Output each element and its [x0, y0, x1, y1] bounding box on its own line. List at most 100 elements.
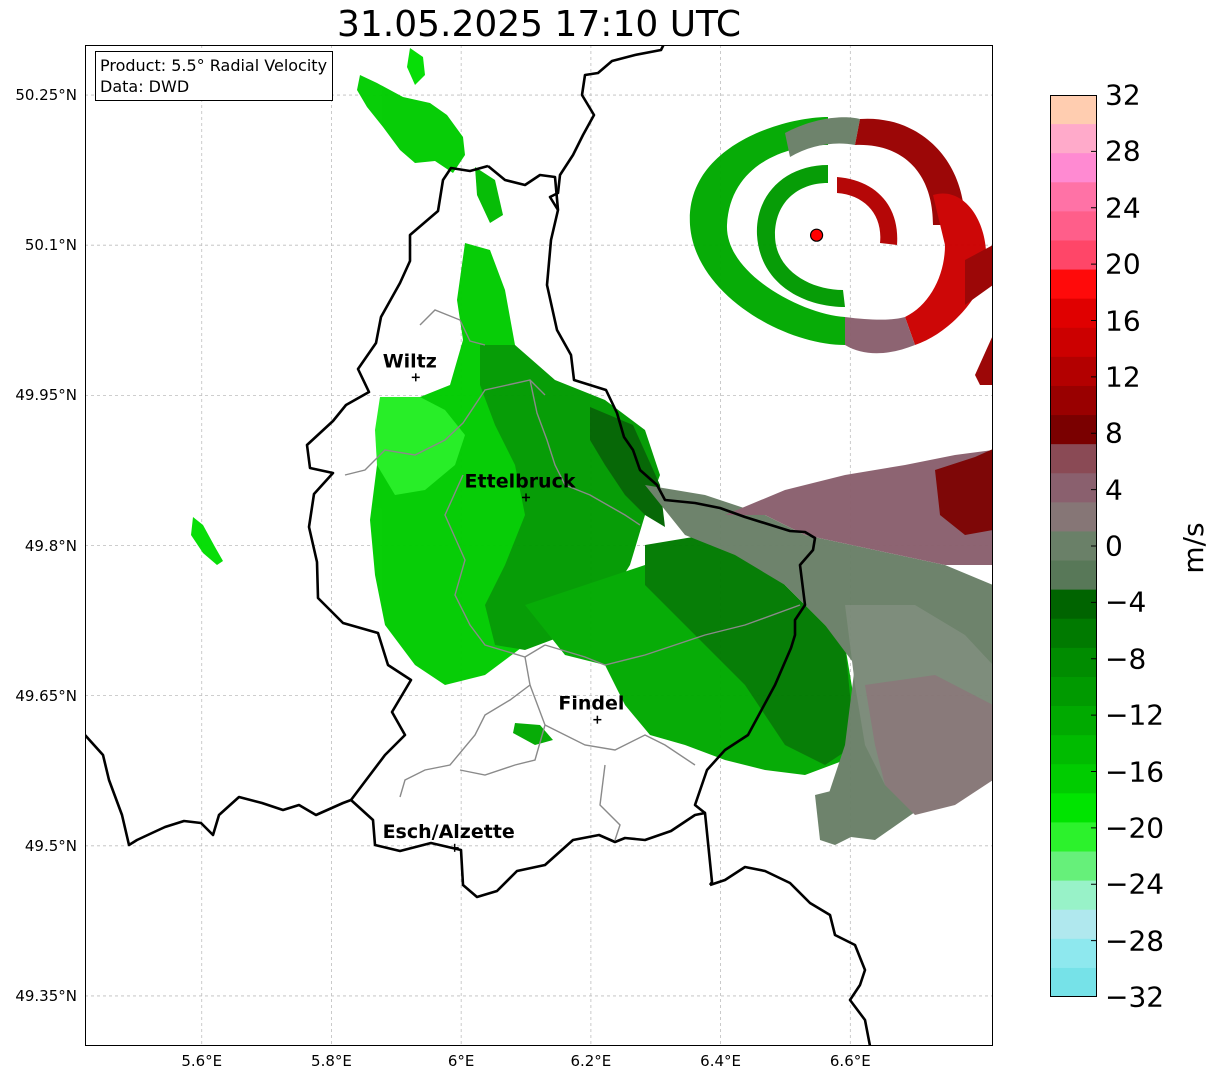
echo-darkest [590, 407, 665, 527]
canton-wiltz [419, 309, 486, 346]
echo-north-tail [475, 167, 503, 223]
echo-southeast-darkgreen [645, 535, 855, 765]
colorbar-tick-label: −20 [1105, 811, 1165, 845]
donut-red [905, 193, 987, 345]
echo-north [357, 75, 465, 173]
colorbar-segment [1050, 735, 1097, 765]
colorbar-segment [1050, 706, 1097, 736]
colorbar-tick-label: 24 [1105, 191, 1141, 225]
colorbar-segment [1050, 240, 1097, 271]
colorbar-segment [1050, 967, 1097, 997]
border-germany-france [709, 865, 872, 1046]
info-product: Product: 5.5° Radial Velocity [100, 56, 328, 75]
donut-dark-red-lower [965, 245, 993, 305]
lat-tick-label: 50.25°N [15, 86, 77, 105]
city-label: Wiltz [383, 350, 437, 372]
colorbar-segment [1050, 560, 1097, 591]
border-germany-belgium-north [548, 45, 665, 211]
colorbar-tick-label: −8 [1105, 642, 1147, 676]
city-wiltz: Wiltz [383, 350, 437, 382]
colorbar-segment [1050, 764, 1097, 794]
colorbar-segment [1050, 356, 1097, 387]
colorbar-segment [1050, 327, 1097, 358]
canton-s3 [544, 724, 696, 766]
lat-tick-label: 49.8°N [24, 536, 77, 555]
colorbar-tick-label: 12 [1105, 360, 1141, 394]
city-label: Esch/Alzette [383, 821, 515, 843]
canton-central [444, 474, 546, 658]
colorbar-segment [1050, 909, 1097, 940]
radar-site-marker [809, 228, 824, 242]
lat-tick-label: 49.65°N [15, 686, 77, 705]
lon-tick-label: 6°E [447, 1052, 475, 1070]
canton-mid [344, 379, 546, 476]
colorbar-tick-label: 16 [1105, 304, 1141, 337]
colorbar-tick-label: 28 [1105, 134, 1141, 168]
colorbar-segment [1050, 211, 1097, 242]
border-luxembourg-belgium [305, 164, 714, 899]
donut-grey [785, 117, 860, 157]
lon-tick-label: 5.6°E [181, 1052, 223, 1070]
donut-mauve [845, 317, 915, 354]
colorbar [1050, 95, 1097, 997]
lon-tick-label: 6.2°E [570, 1052, 612, 1070]
colorbar-segment [1050, 269, 1097, 300]
lat-tick-label: 49.35°N [15, 986, 77, 1005]
info-source: Data: DWD [100, 77, 190, 96]
donut-ring-inner-red [837, 177, 898, 245]
city-markers: Wiltz Ettelbruck Findel Esch/Alzette [383, 350, 624, 852]
city-ettelbruck: Ettelbruck [465, 470, 576, 502]
colorbar-tick-label: 4 [1105, 473, 1123, 507]
colorbar-tick-label: −32 [1105, 980, 1165, 1014]
lat-tick-label: 49.5°N [24, 836, 77, 855]
colorbar-segment [1050, 647, 1097, 678]
colorbar-tick-label: −28 [1105, 924, 1165, 958]
city-esch-alzette: Esch/Alzette [383, 821, 515, 852]
echo-west-small [191, 517, 223, 565]
city-findel: Findel [558, 693, 624, 724]
colorbar-segment [1050, 531, 1097, 562]
colorbar-tick-label: 8 [1105, 416, 1123, 450]
map-title: 31.05.2025 17:10 UTC [336, 4, 742, 45]
colorbar-tick-label: −12 [1105, 698, 1165, 732]
canton-borders [344, 309, 801, 841]
colorbar-unit: m/s [1177, 522, 1207, 574]
echo-south-grey [815, 785, 855, 845]
colorbar-segment [1050, 473, 1097, 503]
echo-main-lightest [375, 397, 465, 495]
lat-tick-label: 50.1°N [24, 236, 77, 255]
country-borders [85, 45, 872, 1046]
lon-tick-label: 5.8°E [311, 1052, 352, 1070]
donut-east-edge [975, 335, 993, 385]
border-belgium-france [85, 734, 352, 847]
colorbar-segment [1050, 124, 1097, 154]
echo-receding-pink [865, 675, 993, 815]
canton-se [544, 604, 801, 666]
colorbar-segment [1050, 153, 1097, 183]
colorbar-segment [1050, 676, 1097, 707]
radar-echoes [191, 48, 993, 845]
colorbar-segment [1050, 793, 1097, 824]
donut-green [689, 117, 845, 345]
map-frame [85, 45, 993, 1046]
colorbar-segment [1050, 851, 1097, 882]
colorbar-tick-label: 20 [1105, 247, 1141, 281]
echo-receding-dark [935, 449, 993, 535]
map-panel[interactable]: Wiltz Ettelbruck Findel Esch/Alzette Produc… [85, 45, 993, 1046]
city-label: Ettelbruck [465, 470, 576, 492]
colorbar-segment [1050, 822, 1097, 853]
donut-ring-inner [756, 165, 845, 307]
lon-tick-label: 6.6°E [829, 1052, 871, 1070]
colorbar-tick-label: 0 [1105, 529, 1123, 563]
colorbar-segment [1050, 502, 1097, 533]
canton-s4 [599, 764, 621, 841]
city-label: Findel [558, 693, 624, 715]
radar-map[interactable]: Wiltz Ettelbruck Findel Esch/Alzette [85, 45, 993, 1046]
colorbar-segment [1050, 415, 1097, 445]
colorbar-segment [1050, 298, 1097, 329]
colorbar-segment [1050, 182, 1097, 212]
colorbar-tick-label: −4 [1105, 585, 1147, 619]
canton-east [529, 379, 641, 526]
canton-s2 [459, 684, 546, 776]
lat-tick-label: 49.95°N [15, 386, 77, 405]
